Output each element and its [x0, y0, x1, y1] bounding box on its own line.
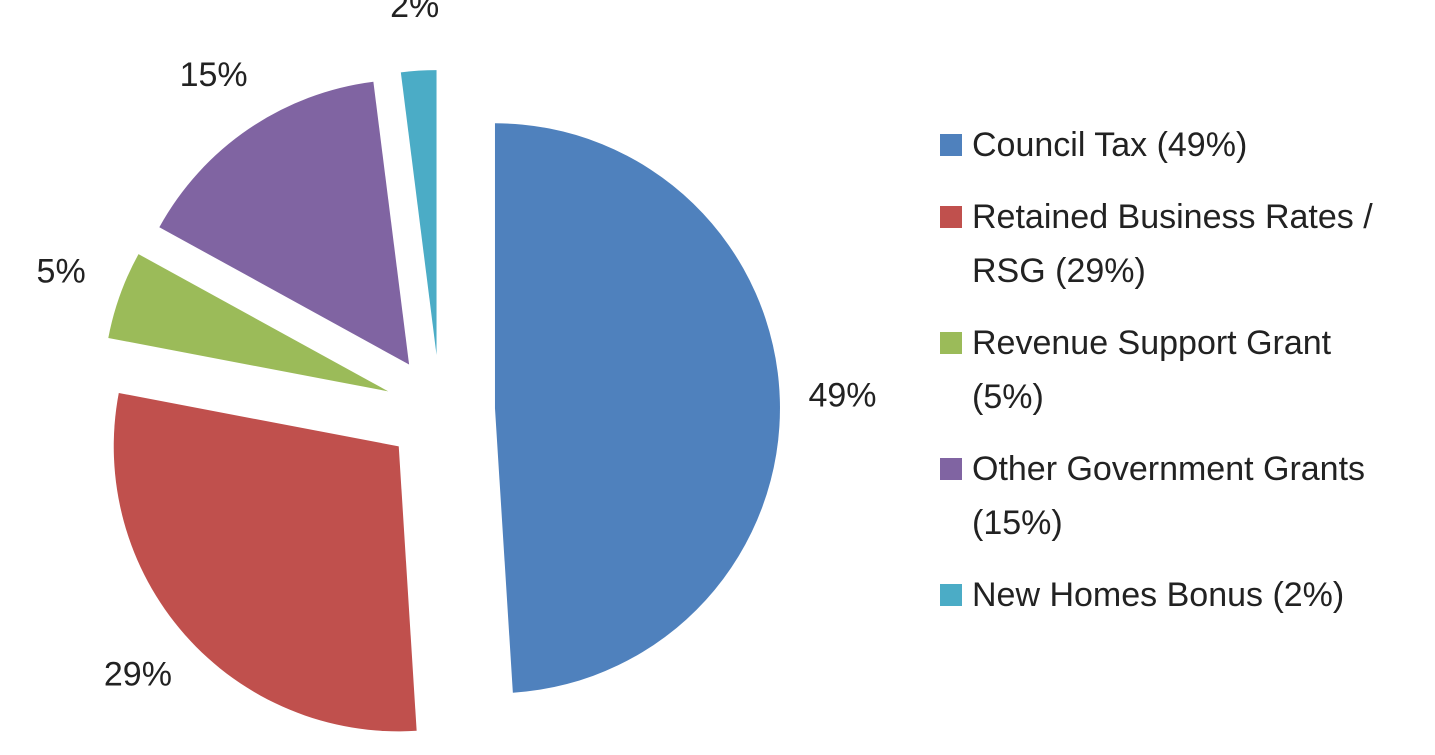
- legend-label: Revenue Support Grant (5%): [972, 324, 1332, 416]
- chart: 49% 29% 5% 15% 2%: [37, 0, 877, 732]
- legend-swatch: [940, 134, 962, 156]
- data-label: 29%: [104, 655, 172, 693]
- legend-label: Other Government Grants (15%): [972, 450, 1366, 542]
- legend-swatch: [940, 332, 962, 354]
- legend: Council Tax (49%) Retained Business Rates…: [940, 118, 1410, 640]
- pie-slice: [494, 123, 780, 693]
- legend-entry: Revenue Support Grant (5%): [940, 316, 1410, 424]
- legend-label: Council Tax (49%): [972, 126, 1248, 164]
- legend-entry: New Homes Bonus (2%): [940, 568, 1410, 622]
- pie-slice: [108, 254, 389, 392]
- data-label: 49%: [808, 376, 876, 414]
- data-label: 5%: [37, 253, 86, 291]
- legend-entry: Retained Business Rates / RSG (29%): [940, 190, 1410, 298]
- legend-swatch: [940, 458, 962, 480]
- legend-entry: Council Tax (49%): [940, 118, 1410, 172]
- pie-slice: [159, 81, 410, 365]
- legend-swatch: [940, 206, 962, 228]
- legend-label: New Homes Bonus (2%): [972, 576, 1345, 614]
- legend-label: Retained Business Rates / RSG (29%): [972, 198, 1373, 290]
- data-label: 15%: [180, 56, 248, 94]
- pie-slice: [113, 392, 417, 732]
- pie-slice: [400, 70, 437, 356]
- legend-entry: Other Government Grants (15%): [940, 442, 1410, 550]
- data-label: 2%: [390, 0, 439, 25]
- legend-swatch: [940, 584, 962, 606]
